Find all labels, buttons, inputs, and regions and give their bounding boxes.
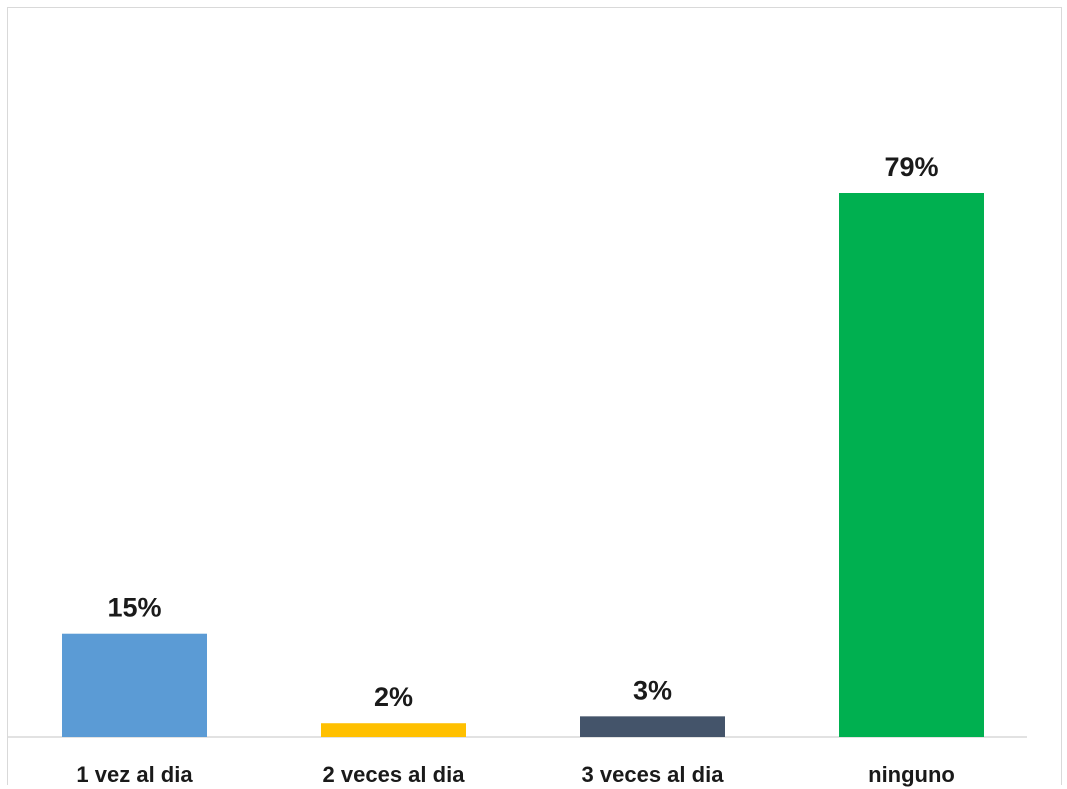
bar-3 bbox=[580, 716, 725, 737]
category-labels-group: 1 vez al dia 2 veces al dia 3 veces al dia… bbox=[76, 762, 954, 787]
data-label-3: 3% bbox=[633, 675, 672, 705]
data-label-1: 15% bbox=[107, 593, 161, 623]
bar-1 bbox=[62, 633, 207, 737]
category-label-3: 3 veces al dia bbox=[582, 762, 725, 787]
data-label-2: 2% bbox=[374, 682, 413, 712]
data-labels-group: 15% 2% 3% 79% bbox=[107, 152, 938, 712]
bars-group bbox=[62, 193, 984, 737]
category-label-4: ninguno bbox=[868, 762, 955, 787]
category-label-1: 1 vez al dia bbox=[76, 762, 193, 787]
bar-4 bbox=[839, 193, 984, 737]
category-label-2: 2 veces al dia bbox=[323, 762, 466, 787]
bar-2 bbox=[321, 723, 466, 737]
data-label-4: 79% bbox=[884, 152, 938, 182]
